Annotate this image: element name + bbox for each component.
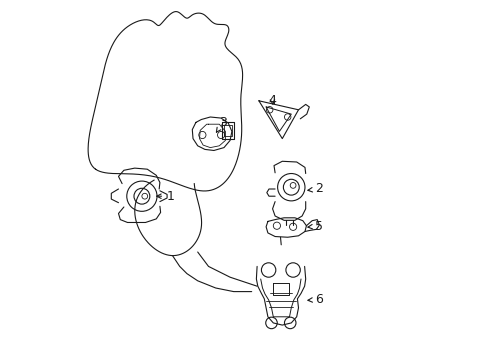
- Text: 4: 4: [268, 94, 276, 107]
- Text: 3: 3: [216, 116, 227, 132]
- Text: 1: 1: [156, 190, 175, 203]
- Text: 6: 6: [307, 293, 322, 306]
- Text: 2: 2: [307, 183, 322, 195]
- Text: 5: 5: [307, 220, 322, 233]
